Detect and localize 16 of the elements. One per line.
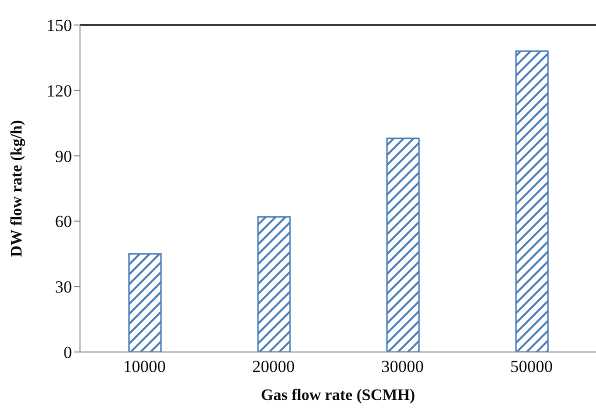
bar	[515, 50, 549, 352]
x-tick-label: 30000	[381, 357, 424, 376]
y-tick-label: 90	[55, 146, 72, 166]
x-tick-label: 20000	[252, 357, 295, 376]
y-tick-label: 60	[55, 212, 72, 232]
bar	[128, 253, 162, 352]
y-tick-label: 120	[46, 81, 72, 100]
y-tick-label: 150	[46, 16, 72, 36]
x-axis-title: Gas flow rate (SCMH)	[260, 387, 416, 404]
y-axis-title: DW flow rate (kg/h)	[8, 120, 26, 258]
x-tick-label: 10000	[123, 357, 166, 376]
bar	[257, 216, 291, 352]
bar	[386, 138, 420, 352]
y-tick-label: 0	[64, 343, 72, 362]
x-tick-label: 50000	[510, 357, 553, 376]
y-tick-label: 30	[55, 278, 72, 297]
